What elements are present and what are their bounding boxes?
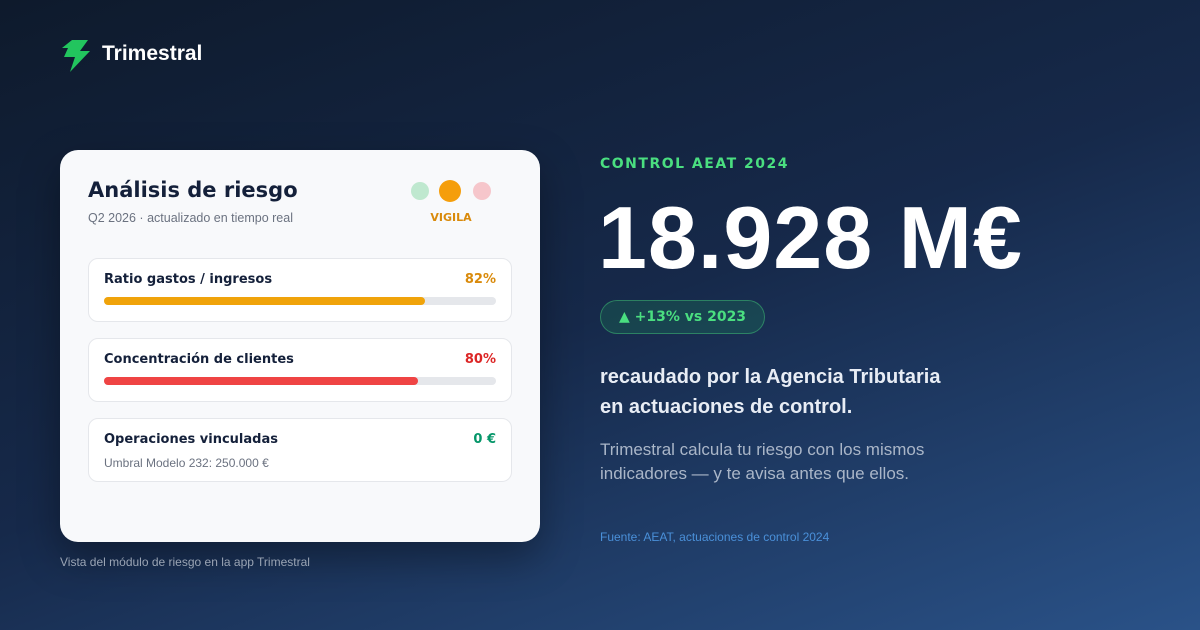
progress-bar <box>104 297 426 305</box>
description-line: en actuaciones de control. <box>600 396 853 418</box>
badge-text: +13% vs 2023 <box>634 309 747 325</box>
metric-note: Umbral Modelo 232: 250.000 € <box>104 456 269 470</box>
badge-arrow: ▲ <box>619 309 635 325</box>
caption: Vista del módulo de riesgo en la app Tri… <box>60 555 310 569</box>
metric-label: Concentración de clientes <box>104 352 294 367</box>
description: recaudado por la Agencia Tributaria en ac… <box>600 362 940 422</box>
progress-track <box>104 377 496 385</box>
headline: 18.928 M€ <box>598 188 1023 287</box>
status-dot-orange <box>439 180 461 202</box>
source: Fuente: AEAT, actuaciones de control 202… <box>600 530 830 544</box>
metric-row: Ratio gastos / ingresos 82% <box>88 258 512 322</box>
card-title: Análisis de riesgo <box>88 178 298 202</box>
brand: Trimestral <box>102 42 203 65</box>
status-label: VIGILA <box>430 211 472 224</box>
paragraph-line: indicadores — y te avisa antes que ellos… <box>600 464 910 483</box>
paragraph-line: Trimestral calcula tu riesgo con los mis… <box>600 440 925 459</box>
change-badge: ▲ +13% vs 2023 <box>600 300 766 334</box>
metric-label: Ratio gastos / ingresos <box>104 272 273 287</box>
progress-track <box>104 297 496 305</box>
paragraph: Trimestral calcula tu riesgo con los mis… <box>600 438 924 486</box>
description-line: recaudado por la Agencia Tributaria <box>600 366 941 388</box>
metric-row: Operaciones vinculadas 0 € Umbral Modelo 2… <box>88 418 512 482</box>
risk-card: Análisis de riesgo Q2 2026 · actualizado… <box>60 150 540 542</box>
card-subtitle: Q2 2026 · actualizado en tiempo real <box>88 211 293 225</box>
metric-value: 80% <box>464 352 496 367</box>
logo-icon <box>62 40 90 72</box>
metric-value: 82% <box>464 272 496 287</box>
status-dot-green <box>411 182 429 200</box>
metric-row: Concentración de clientes 80% <box>88 338 512 402</box>
metric-value: 0 € <box>473 432 496 447</box>
status-dot-red <box>473 182 491 200</box>
metric-label: Operaciones vinculadas <box>104 432 278 447</box>
eyebrow: CONTROL AEAT 2024 <box>600 156 789 172</box>
progress-bar <box>104 377 418 385</box>
